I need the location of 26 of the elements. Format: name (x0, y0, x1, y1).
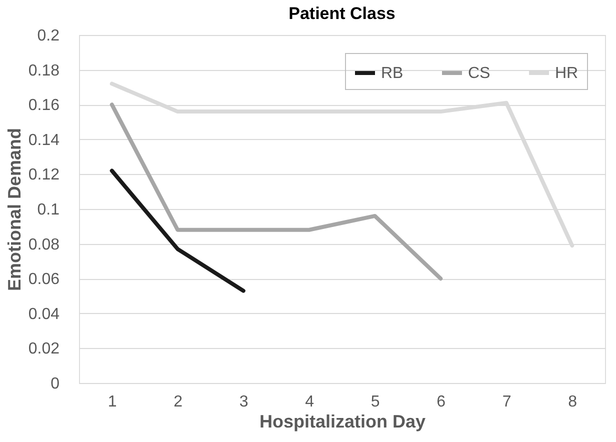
y-tick-label: 0.16 (28, 97, 60, 114)
y-axis-title: Emotional Demand (4, 128, 24, 292)
x-tick-label: 6 (436, 394, 446, 410)
y-tick-label: 0.1 (37, 202, 60, 218)
x-tick-label: 5 (370, 394, 380, 410)
chart-title: Patient Class (288, 4, 396, 23)
legend-label: CS (468, 65, 490, 82)
y-tick-label: 0.2 (37, 28, 60, 44)
y-tick-label: 0.08 (28, 236, 60, 254)
x-tick-label: 8 (568, 394, 578, 410)
y-tick-label: 0.12 (28, 166, 60, 184)
x-tick-label: 2 (174, 394, 183, 410)
y-tick-label: 0.06 (28, 271, 60, 288)
x-tick-label: 4 (305, 394, 314, 410)
x-axis-title: Hospitalization Day (259, 412, 426, 432)
x-tick-label: 3 (239, 394, 248, 410)
legend-label: RB (381, 65, 404, 82)
y-tick-label: 0 (50, 376, 60, 392)
y-tick-label: 0.18 (28, 62, 60, 80)
y-tick-label: 0.14 (28, 132, 60, 149)
legend-label: HR (555, 65, 578, 82)
y-tick-label: 0.04 (28, 306, 60, 323)
x-tick-label: 7 (502, 394, 512, 410)
line-series (110, 102, 443, 281)
x-tick-label: 1 (108, 394, 117, 410)
y-tick-label: 0.02 (28, 340, 60, 358)
